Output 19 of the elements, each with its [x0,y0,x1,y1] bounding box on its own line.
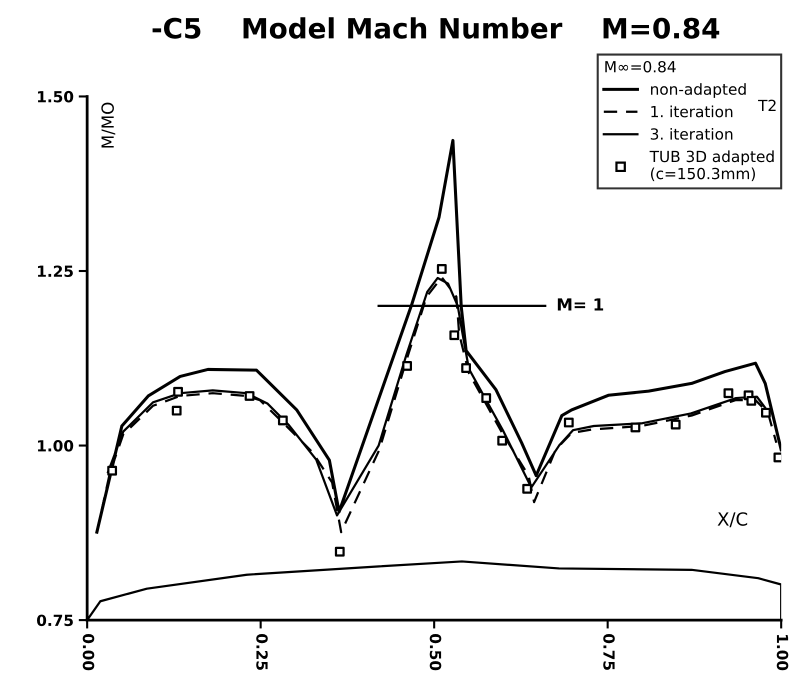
x-axis-title: X/C [718,512,748,528]
y-tick-label: 1.25 [38,265,73,278]
chart-title: -C5 Model Mach Number M=0.84 [152,17,720,39]
y-tick-label: 1.50 [38,90,74,102]
x-tick-label: 0.75 [603,634,615,670]
x-tick-label: 0.50 [430,634,442,670]
annotation: M= 1 [558,298,604,311]
x-tick-label: 0.00 [82,634,94,670]
annotation: T2 [758,100,776,111]
y-axis-title: M/MO [101,102,116,148]
legend-label: 1. iteration [651,106,732,118]
x-tick-label: 0.25 [256,634,268,670]
y-tick-label: 1.00 [38,440,74,452]
y-tick-label: 0.75 [37,614,73,626]
legend-title: M∞=0.84 [605,60,676,73]
legend-label: 3. iteration [650,128,732,140]
x-tick-label: 1.00 [776,635,788,670]
legend-label: TUB 3D adapted (c=150.3mm) [650,150,774,182]
legend-label: non-adapted [651,83,746,98]
